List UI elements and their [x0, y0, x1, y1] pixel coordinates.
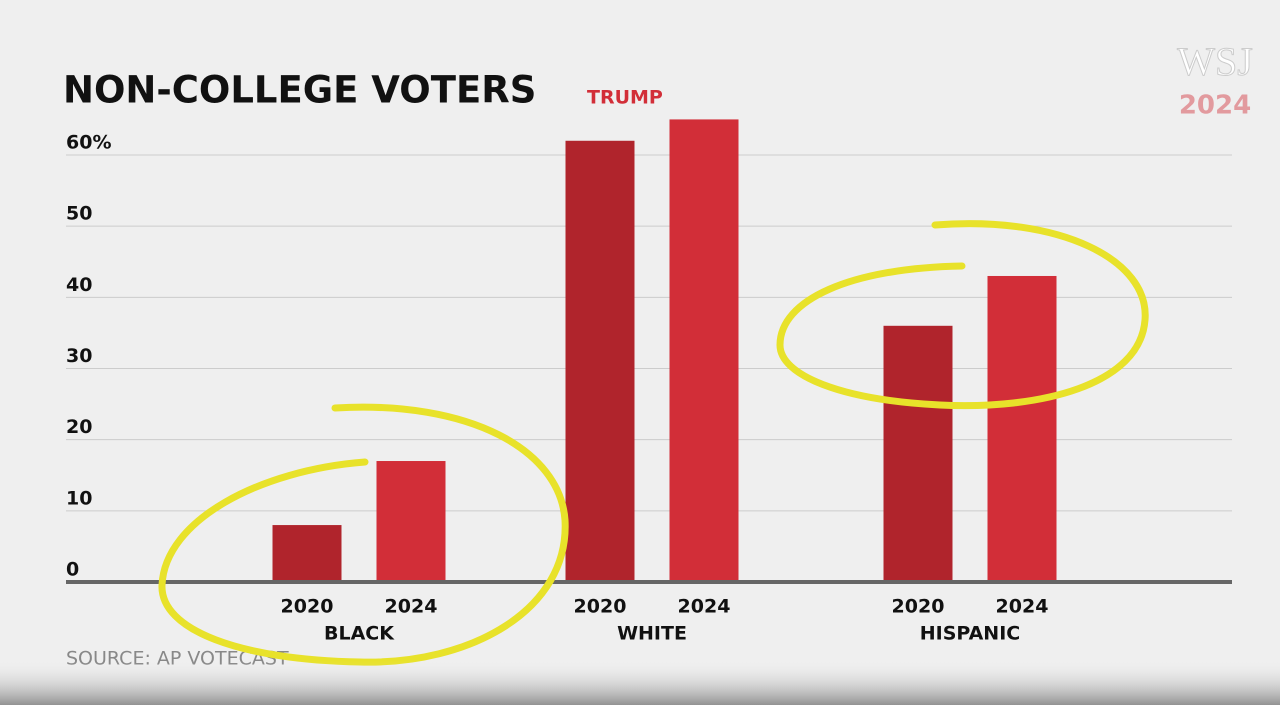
x-tick-label: 2024 [678, 596, 731, 618]
x-group-label: BLACK [324, 623, 395, 645]
y-tick-label: 10 [66, 487, 92, 509]
y-tick-label: 50 [66, 203, 92, 225]
logo-brand: WSJ [1177, 39, 1253, 84]
bar [669, 119, 739, 583]
chart-title: NON-COLLEGE VOTERS [63, 69, 536, 112]
bar [565, 140, 635, 582]
y-tick-label: 60% [66, 132, 111, 154]
bars [272, 119, 1057, 583]
x-tick-label: 2024 [385, 596, 438, 618]
x-group-label: WHITE [617, 623, 687, 645]
x-tick-label: 2020 [281, 596, 334, 618]
x-tick-label: 2024 [996, 596, 1049, 618]
x-tick-label: 2020 [892, 596, 945, 618]
y-tick-label: 40 [66, 274, 92, 296]
bar [987, 275, 1057, 582]
y-tick-label: 30 [66, 345, 92, 367]
y-tick-label: 20 [66, 416, 92, 438]
bar [883, 325, 953, 582]
x-group-label: HISPANIC [920, 623, 1020, 645]
bar [376, 461, 446, 582]
logo-edition: 2024 [1179, 91, 1251, 121]
annotation-circle [776, 220, 1149, 410]
video-shade [0, 660, 1280, 705]
y-tick-label: 0 [66, 559, 79, 581]
bar [272, 525, 342, 582]
x-tick-label: 2020 [574, 596, 627, 618]
legend-label: TRUMP [587, 87, 663, 109]
